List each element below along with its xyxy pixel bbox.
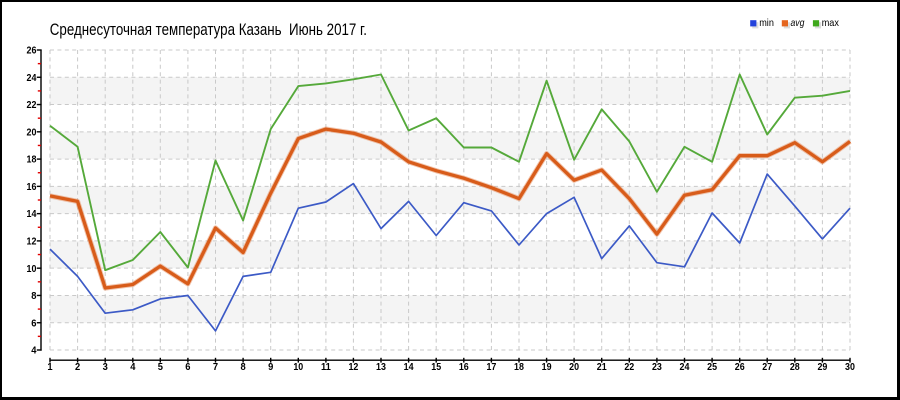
svg-text:10: 10 <box>293 362 303 373</box>
svg-text:11: 11 <box>321 362 331 373</box>
svg-text:25: 25 <box>707 362 717 373</box>
svg-text:22: 22 <box>624 362 634 373</box>
svg-text:27: 27 <box>762 362 772 373</box>
svg-text:18: 18 <box>27 155 37 166</box>
svg-text:16: 16 <box>459 362 469 373</box>
svg-text:22: 22 <box>27 100 37 111</box>
svg-text:min: min <box>759 17 774 29</box>
svg-text:16: 16 <box>27 182 37 193</box>
svg-text:3: 3 <box>103 362 109 373</box>
svg-text:10: 10 <box>27 264 37 275</box>
svg-text:8: 8 <box>31 291 37 302</box>
svg-text:23: 23 <box>652 362 662 373</box>
svg-text:4: 4 <box>31 346 37 357</box>
svg-text:max: max <box>822 17 840 29</box>
svg-text:18: 18 <box>514 362 524 373</box>
svg-text:13: 13 <box>376 362 386 373</box>
svg-text:6: 6 <box>31 318 37 329</box>
svg-text:28: 28 <box>790 362 800 373</box>
svg-text:29: 29 <box>817 362 827 373</box>
svg-text:17: 17 <box>486 362 496 373</box>
svg-text:7: 7 <box>213 362 219 373</box>
svg-text:avg: avg <box>791 17 805 29</box>
svg-text:12: 12 <box>348 362 358 373</box>
svg-text:5: 5 <box>158 362 164 373</box>
svg-text:24: 24 <box>680 362 690 373</box>
svg-text:1: 1 <box>47 362 53 373</box>
svg-text:6: 6 <box>185 362 191 373</box>
svg-text:15: 15 <box>431 362 441 373</box>
svg-text:20: 20 <box>27 127 37 138</box>
svg-text:24: 24 <box>27 73 37 84</box>
svg-text:26: 26 <box>27 46 37 57</box>
svg-text:14: 14 <box>27 209 37 220</box>
svg-text:19: 19 <box>542 362 552 373</box>
svg-text:4: 4 <box>130 362 136 373</box>
svg-text:9: 9 <box>268 362 274 373</box>
svg-text:20: 20 <box>569 362 579 373</box>
svg-text:Среднесуточная температура Каз: Среднесуточная температура Казань Июнь 2… <box>50 21 367 39</box>
svg-text:30: 30 <box>845 362 855 373</box>
svg-text:21: 21 <box>597 362 607 373</box>
svg-text:2: 2 <box>75 362 81 373</box>
svg-text:8: 8 <box>241 362 247 373</box>
svg-text:14: 14 <box>404 362 414 373</box>
svg-text:12: 12 <box>27 237 37 248</box>
svg-text:26: 26 <box>735 362 745 373</box>
